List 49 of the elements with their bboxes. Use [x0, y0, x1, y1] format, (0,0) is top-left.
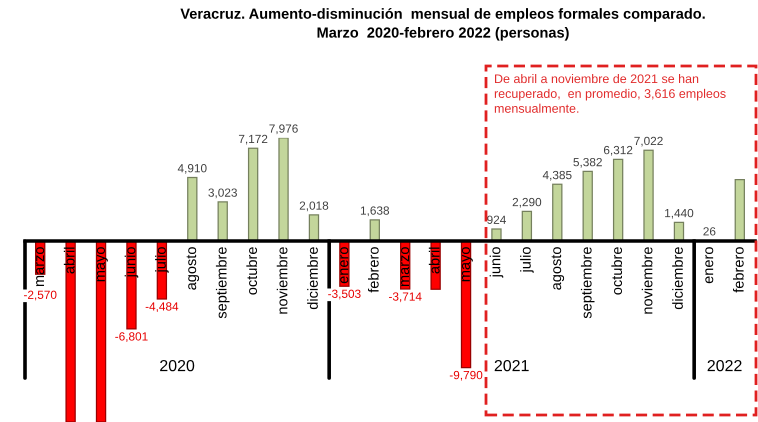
x-tick-label: septiembre [216, 247, 230, 318]
data-label: -2,570 [24, 290, 56, 300]
data-label: 1,440 [665, 208, 694, 219]
data-label: -3,503 [328, 290, 361, 300]
x-tick-label: enero [705, 247, 714, 284]
data-label: 1,638 [360, 206, 390, 216]
x-axis-title: 2020 [160, 360, 194, 372]
x-axis-title: 2022 [708, 360, 742, 372]
x-tick-label: agosto [186, 247, 200, 290]
data-label: -3,714 [388, 292, 422, 302]
data-label: 26 [703, 227, 716, 236]
data-label: 6,312 [604, 146, 632, 156]
data-label: 7,022 [634, 136, 663, 146]
data-label: 2,018 [300, 201, 328, 212]
x-tick-label: noviembre [276, 247, 288, 314]
data-label: 7,976 [269, 124, 298, 134]
x-tick-label: enero [340, 247, 348, 284]
x-tick-label: octubre [611, 247, 622, 295]
x-tick-label: marzo [401, 247, 410, 286]
text: Veracruz. Aumento-disminución mensual de empleos formales comparado. Marzo 2020-febrero 2022 (personas) [180, 8, 705, 41]
data-label: 5,382 [573, 158, 602, 168]
data-label: -6,801 [115, 332, 148, 342]
data-label: 4,910 [178, 164, 207, 174]
x-tick-label: noviembre [642, 247, 652, 314]
x-tick-label: mayo [96, 247, 108, 282]
x-tick-label: diciembre [307, 247, 318, 310]
x-tick-label: diciembre [672, 247, 683, 310]
x-tick-label: julio [155, 247, 169, 273]
x-tick-label: abril [428, 248, 440, 274]
data-label: -4,484 [146, 302, 178, 312]
x-tick-label: julio [520, 247, 534, 273]
x-tick-label: agosto [552, 247, 564, 290]
x-tick-label: marzo [36, 247, 44, 286]
data-label: 924 [487, 216, 506, 224]
data-label: 4,385 [542, 170, 572, 181]
data-label: -9,790 [450, 370, 482, 381]
data-label: 2,290 [512, 198, 542, 208]
data-label: 3,023 [208, 188, 237, 198]
x-tick-label: junio [124, 247, 138, 278]
x-tick-label: junio [490, 247, 504, 278]
x-tick-label: febrero [368, 247, 379, 293]
x-tick-label: septiembre [580, 247, 595, 318]
x-tick-label: octubre [246, 247, 258, 295]
text: De abril a noviembre de 2021 se han recuperado, en promedio, 3,616 empleos mensualmente. [494, 74, 726, 113]
data-label: 7,172 [238, 134, 268, 145]
x-tick-label: febrero [732, 247, 744, 293]
x-axis-title: 2021 [494, 360, 529, 372]
x-tick-label: mayo [462, 247, 473, 282]
x-tick-label: abril [64, 248, 75, 274]
